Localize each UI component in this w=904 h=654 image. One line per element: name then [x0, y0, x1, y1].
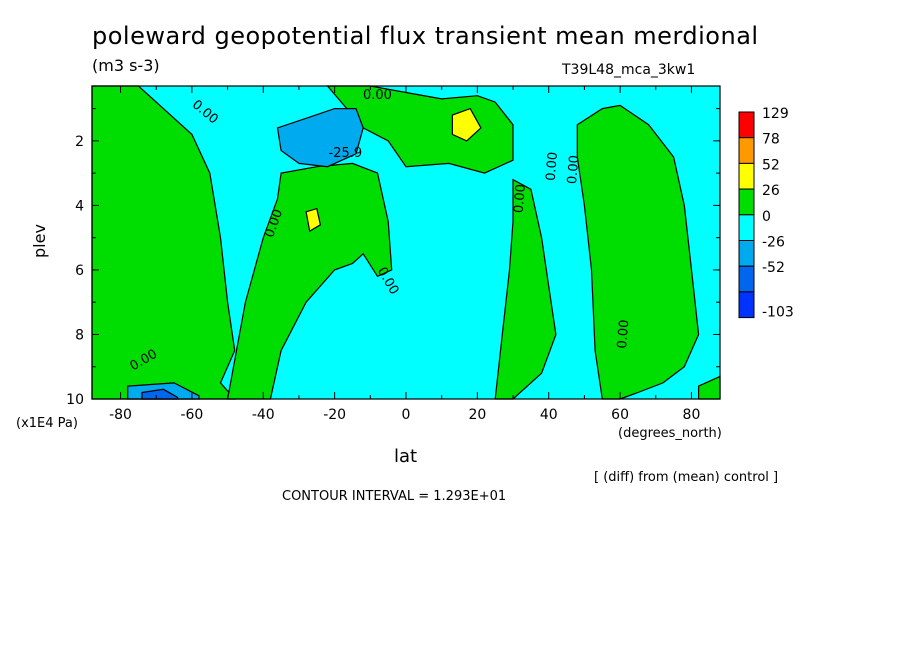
- contour-label: 0.00: [565, 155, 582, 185]
- y-tick-label: 4: [75, 198, 84, 214]
- x-tick-label: 20: [468, 407, 486, 423]
- legend-label: 129: [762, 106, 789, 122]
- legend-label: 78: [762, 132, 780, 148]
- x-axis-label: lat: [394, 446, 418, 467]
- x-tick-label: 60: [611, 407, 629, 423]
- contour-region-26_to_52-0: [451, 107, 482, 142]
- x-tick-label: -40: [252, 407, 275, 423]
- legend-swatch: [738, 291, 755, 319]
- chart-units: (m3 s-3): [92, 56, 160, 75]
- y-axis-unit: (x1E4 Pa): [16, 416, 78, 431]
- x-tick-label: -20: [323, 407, 346, 423]
- contour-region-0_to_26-2: [326, 85, 514, 174]
- y-axis-label: plev: [30, 224, 49, 258]
- x-tick-label: -80: [109, 407, 132, 423]
- x-tick-label: 40: [540, 407, 558, 423]
- plot-area: [91, 85, 721, 400]
- legend-label: 0: [762, 209, 771, 225]
- contour-label: 0.00: [544, 151, 561, 181]
- legend-label: -103: [762, 305, 794, 321]
- legend-swatch: [738, 240, 755, 267]
- contour-region--52_to_-103-0: [141, 388, 179, 400]
- legend-swatch: [738, 265, 755, 293]
- y-axis: 2 4 6 8 10: [66, 108, 720, 408]
- x-tick-label: 0: [402, 407, 411, 423]
- legend-swatch: [738, 111, 755, 139]
- legend-label: 52: [762, 157, 780, 173]
- contour-label: 0.00: [512, 184, 529, 214]
- legend-label: -52: [762, 260, 785, 276]
- legend-label: 26: [762, 183, 780, 199]
- color-legend: 129 78 52 26 0 -26 -52 -103: [738, 106, 794, 321]
- contour-region-0_to_26-3: [494, 178, 557, 400]
- x-tick-label: 80: [683, 407, 701, 423]
- legend-swatch: [738, 214, 755, 242]
- chart-title: poleward geopotential flux transient mea…: [92, 22, 759, 50]
- legend-label: -26: [762, 235, 785, 251]
- legend-swatch: [738, 162, 755, 190]
- contour-region-26_to_52-1: [305, 207, 322, 233]
- contour-label: -25.9: [329, 146, 363, 161]
- contour-region-0_to_26-4: [576, 104, 700, 400]
- legend-swatch: [738, 137, 755, 164]
- contour-interval: CONTOUR INTERVAL = 1.293E+01: [282, 489, 507, 504]
- x-axis-unit: (degrees_north): [618, 426, 722, 441]
- contour-label: 0.00: [615, 319, 632, 349]
- contour-region--26_to_-52-0: [276, 107, 364, 168]
- run-label: T39L48_mca_3kw1: [562, 62, 696, 78]
- y-tick-label: 2: [75, 134, 84, 150]
- y-tick-label: 6: [75, 263, 84, 279]
- legend-swatch: [738, 188, 755, 216]
- y-tick-label: 8: [75, 327, 84, 343]
- x-tick-label: -60: [180, 407, 203, 423]
- x-axis: -80 -60 -40 -20 0 20 40 60 80: [109, 86, 700, 423]
- y-tick-label: 10: [66, 392, 84, 408]
- contour-region-0_to_26-1: [226, 162, 393, 400]
- contour-label: 0.00: [363, 88, 392, 103]
- diff-note: [ (diff) from (mean) control ]: [594, 470, 779, 485]
